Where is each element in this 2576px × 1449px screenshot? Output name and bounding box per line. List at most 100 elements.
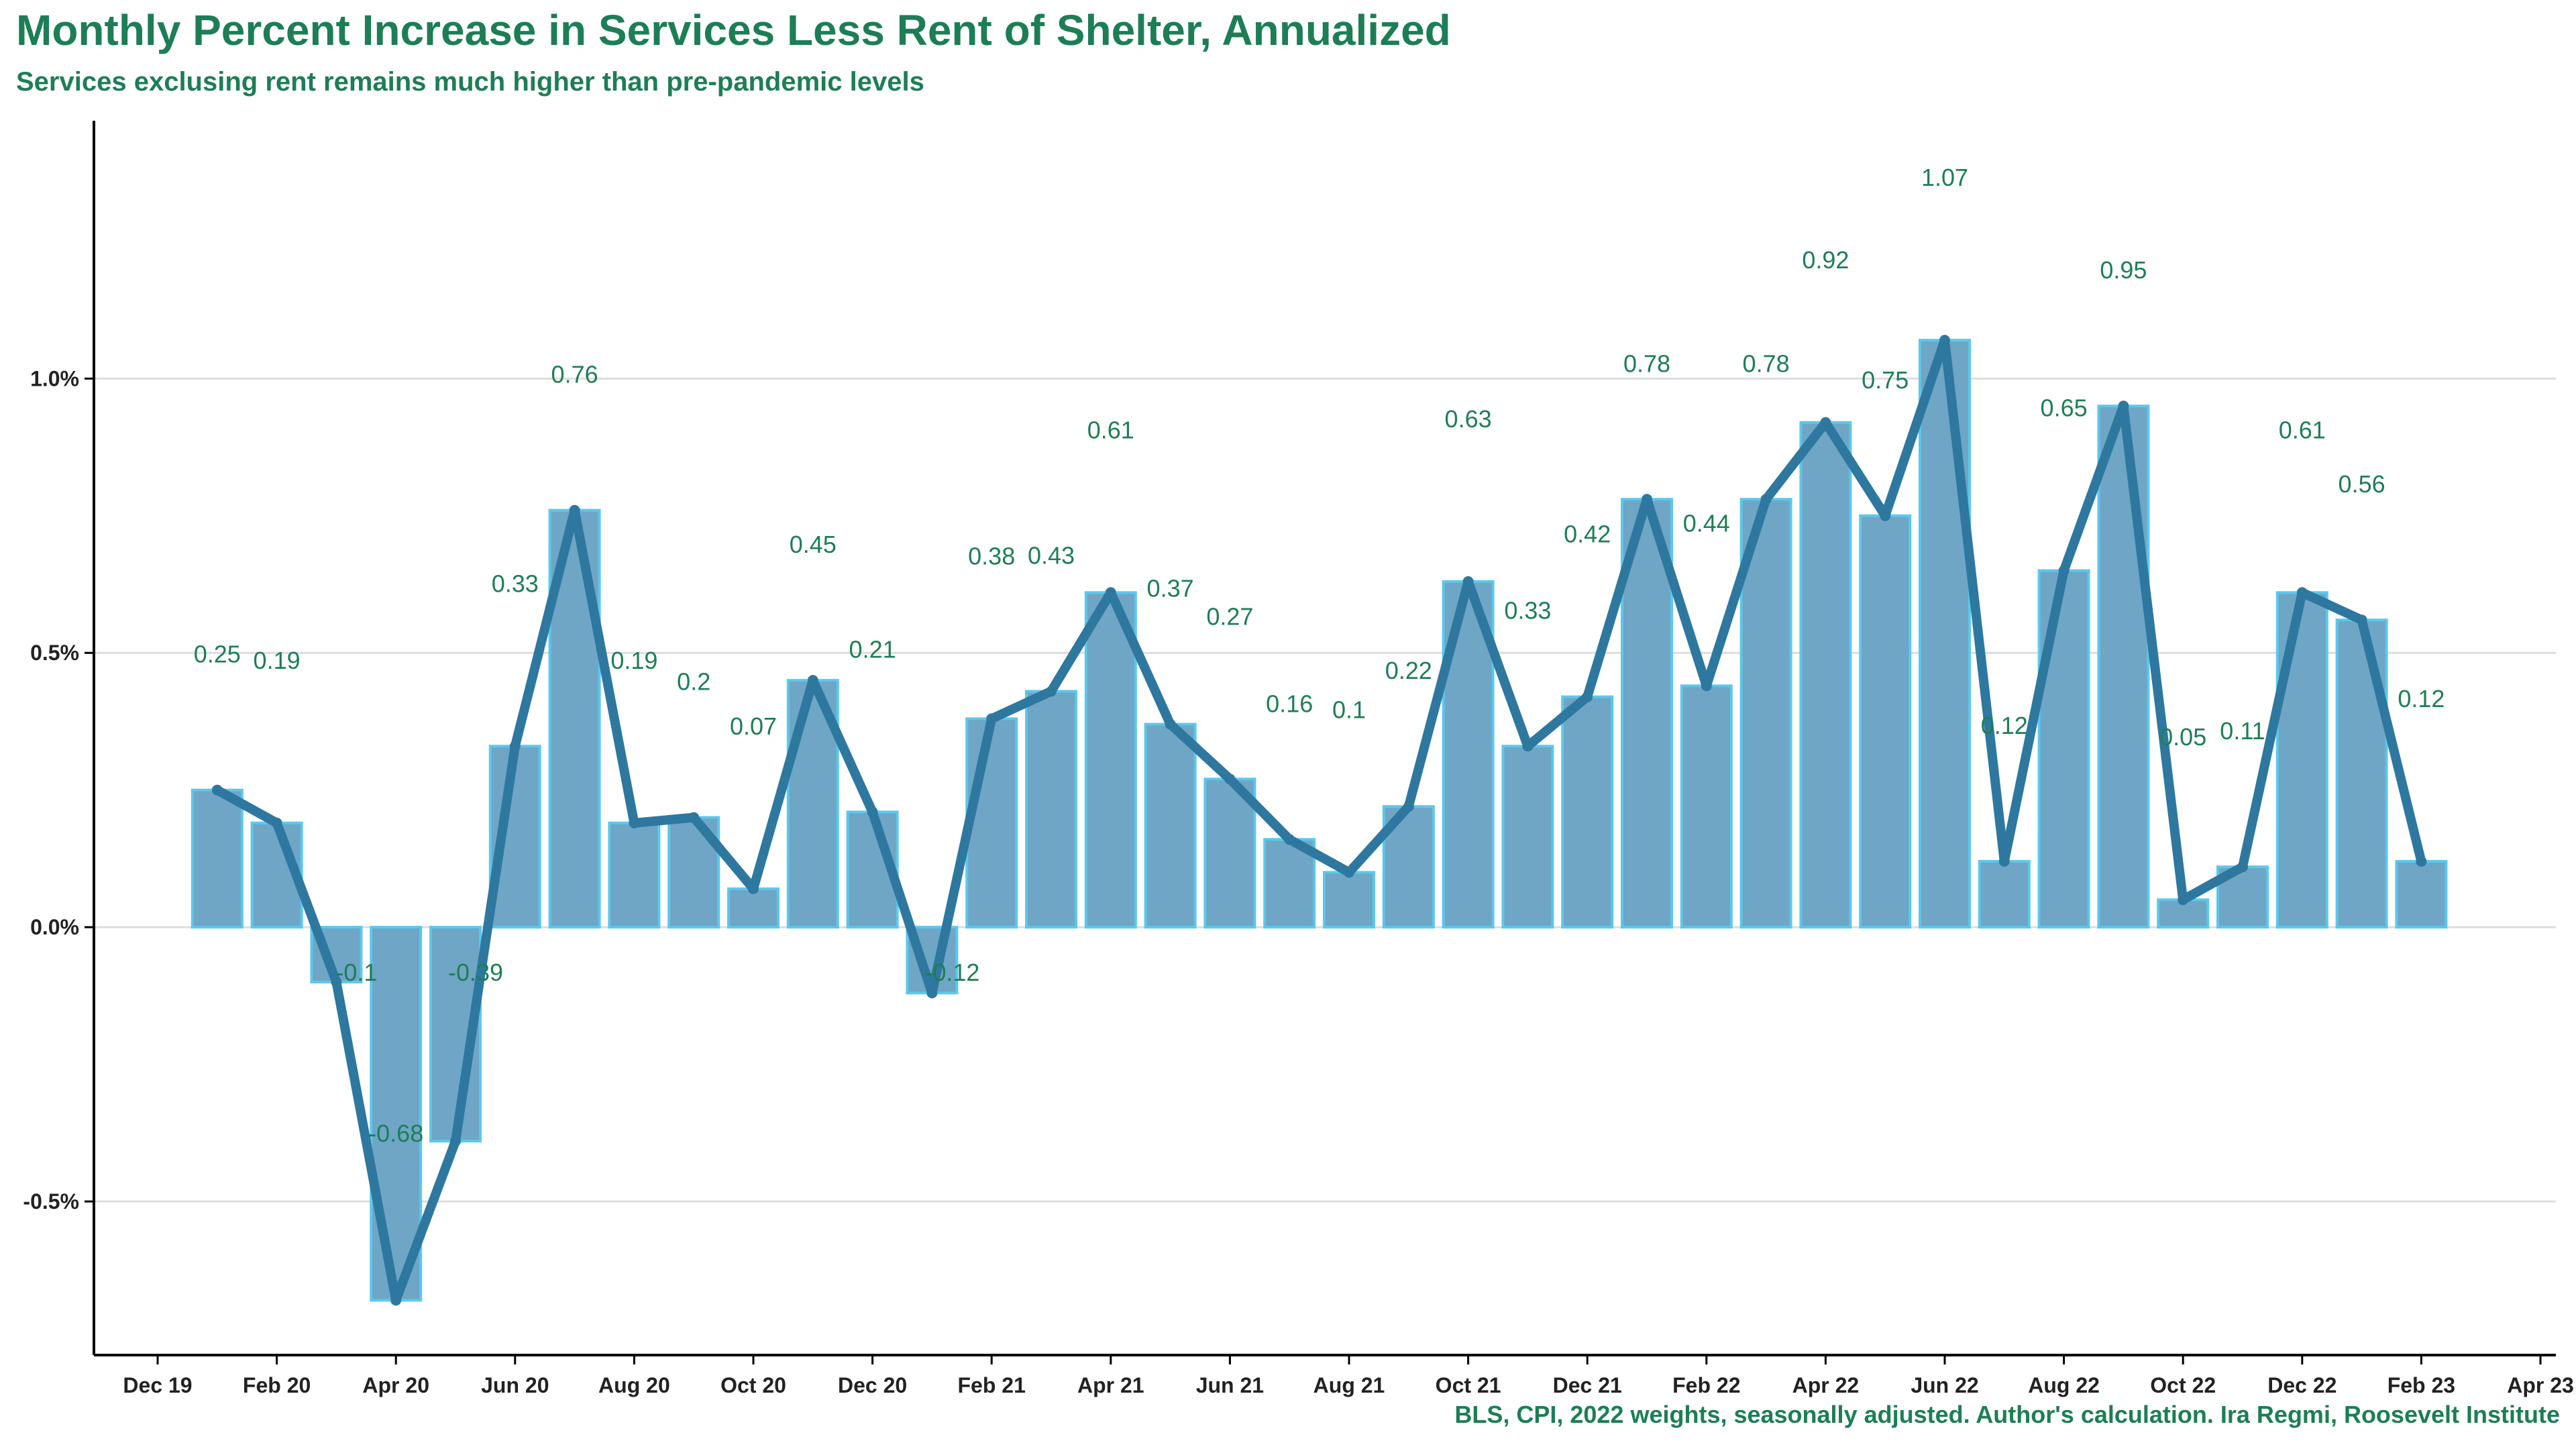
data-label: 0.33 — [492, 570, 539, 597]
x-tick-label: Aug 20 — [598, 1373, 670, 1397]
data-label: 0.19 — [610, 647, 657, 674]
data-labels: 0.25 0.19 -0.1 -0.68 -0.39 0.33 0.76 0.19 0.2 0.0… — [194, 164, 2445, 1147]
x-tick-label: Oct 20 — [720, 1373, 786, 1397]
data-label: -0.68 — [368, 1120, 423, 1147]
bar — [1025, 690, 1077, 929]
chart-caption: BLS, CPI, 2022 weights, seasonally adjus… — [1454, 1401, 2560, 1428]
line-point — [2058, 565, 2070, 576]
bar — [727, 887, 780, 929]
data-label: 0.95 — [2100, 256, 2147, 284]
bar — [1203, 777, 1256, 929]
line-point — [1880, 510, 1891, 521]
data-label: 0.25 — [194, 641, 241, 668]
data-label: 0.12 — [1981, 712, 2028, 739]
x-tick-label: Apr 23 — [2507, 1373, 2574, 1397]
bar — [1680, 684, 1733, 929]
bar — [2395, 860, 2448, 929]
data-label: 0.12 — [2398, 685, 2445, 712]
data-label: 0.45 — [790, 531, 837, 558]
data-label: 0.65 — [2041, 394, 2088, 422]
data-label: 0.44 — [1683, 509, 1730, 537]
chart-subtitle: Services exclusing rent remains much hig… — [16, 67, 924, 97]
data-label: 0.43 — [1028, 541, 1075, 569]
line-point — [271, 817, 282, 828]
data-label: 0.38 — [968, 542, 1015, 570]
bar — [191, 788, 244, 929]
series-line — [212, 335, 2426, 1305]
bar — [2335, 619, 2388, 929]
x-tick-label: Oct 22 — [2150, 1373, 2216, 1397]
line-point — [1344, 867, 1354, 878]
line-point — [331, 976, 342, 987]
data-label: 1.07 — [1921, 164, 1968, 191]
data-label: 0.27 — [1206, 602, 1253, 630]
data-label: 0.21 — [849, 635, 896, 663]
line-point — [569, 504, 580, 516]
x-tick-label: Apr 21 — [1077, 1373, 1144, 1397]
bar — [1323, 871, 1375, 929]
data-label: 0.75 — [1862, 366, 1909, 394]
line-point — [688, 812, 700, 823]
line-point — [2296, 587, 2308, 598]
trend-line — [211, 335, 2427, 1306]
bar — [2097, 405, 2150, 929]
bar — [965, 717, 1018, 929]
line-point — [1224, 773, 1236, 785]
data-label: 0.07 — [730, 712, 777, 740]
line-point — [1284, 834, 1295, 845]
data-label: 0.05 — [2159, 723, 2206, 751]
line-point — [748, 883, 759, 894]
line-point — [1165, 718, 1176, 730]
line-point — [1701, 680, 1712, 692]
bar — [1501, 745, 1554, 929]
bar — [1382, 805, 1435, 929]
x-tick-label: Dec 21 — [1553, 1373, 1622, 1397]
y-tick-label: 1.0% — [30, 366, 79, 390]
x-tick-label: Dec 20 — [838, 1373, 907, 1397]
x-tick-label: Dec 22 — [2267, 1373, 2337, 1397]
data-label: 0.2 — [677, 668, 710, 696]
bars — [191, 339, 2448, 1302]
line-point — [986, 713, 998, 724]
data-label: -0.1 — [335, 959, 377, 986]
line-point — [2237, 861, 2248, 873]
bar — [1978, 860, 2031, 929]
data-label: 0.63 — [1445, 405, 1492, 433]
line-point — [1462, 576, 1474, 587]
x-tick-label: Jun 20 — [481, 1373, 549, 1397]
x-tick-label: Jun 22 — [1911, 1373, 1978, 1397]
x-tick-label: Oct 21 — [1436, 1373, 1501, 1397]
line-point — [509, 741, 521, 752]
bar — [1263, 838, 1316, 929]
bar — [2275, 591, 2328, 929]
line-point — [1998, 856, 2010, 867]
data-label: 0.78 — [1743, 350, 1790, 377]
data-label: -0.12 — [924, 959, 979, 986]
line-point — [807, 675, 818, 686]
data-label: 0.16 — [1266, 690, 1313, 717]
bar — [1144, 722, 1197, 929]
line-point — [1642, 494, 1652, 505]
data-label: 0.11 — [2220, 717, 2265, 745]
line-point — [450, 1136, 461, 1147]
bar — [1084, 591, 1137, 929]
bar — [2037, 569, 2090, 929]
line-point — [1760, 494, 1772, 505]
data-label: 0.19 — [254, 647, 301, 674]
line-point — [867, 806, 878, 818]
x-tick-label: Feb 22 — [1672, 1373, 1740, 1397]
data-label: 0.37 — [1147, 575, 1194, 602]
axes: -0.5% 0.0% 0.5% 1.0% Dec 19 Feb 20 Apr 20 Jun 2… — [23, 121, 2574, 1397]
data-label: 0.1 — [1332, 696, 1366, 723]
data-label: 0.92 — [1802, 246, 1849, 274]
y-tick-label: -0.5% — [23, 1189, 79, 1214]
line-point — [629, 817, 640, 828]
line-point — [1939, 335, 1950, 346]
line-point — [1820, 417, 1831, 428]
data-label: 0.61 — [2279, 416, 2326, 443]
x-tick-label: Apr 22 — [1792, 1373, 1860, 1397]
data-label: 0.61 — [1087, 416, 1134, 443]
line-point — [390, 1295, 402, 1306]
data-label: 0.56 — [2339, 470, 2385, 498]
